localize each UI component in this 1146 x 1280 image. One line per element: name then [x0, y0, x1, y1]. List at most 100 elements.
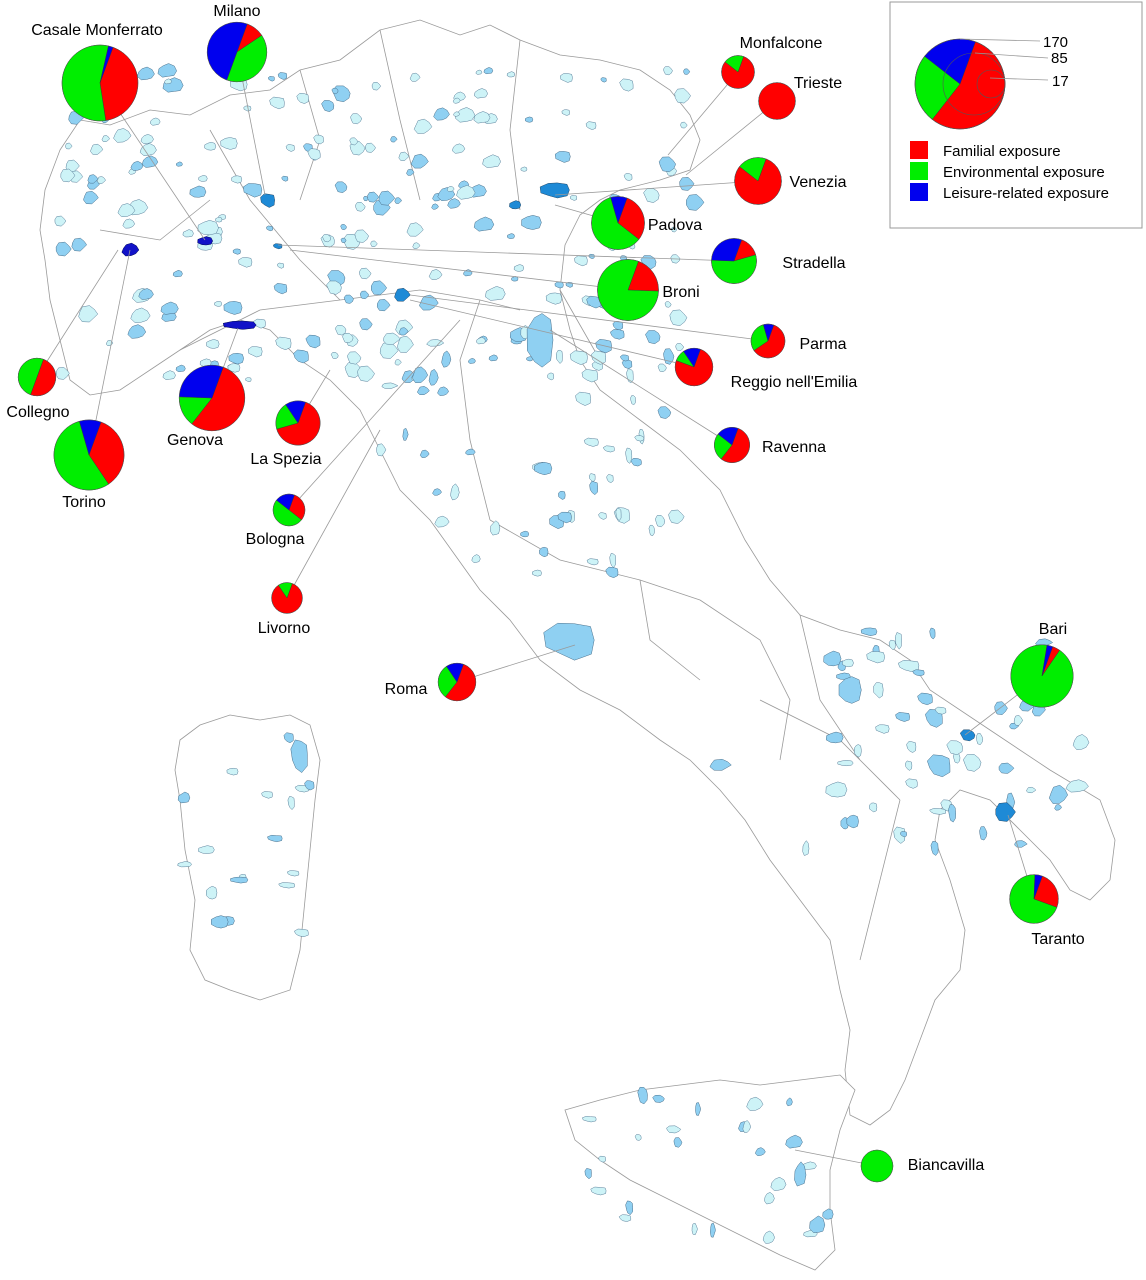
municipality [322, 234, 331, 243]
municipality [547, 372, 555, 381]
municipality [657, 406, 672, 419]
municipality-foggia [838, 676, 862, 704]
city-label-biancavilla: Biancavilla [908, 1157, 985, 1174]
municipality [452, 97, 461, 104]
municipality [83, 190, 99, 205]
municipality [340, 237, 347, 244]
municipality [137, 66, 155, 81]
municipality-padova [509, 200, 522, 210]
municipality [390, 136, 398, 143]
municipality [475, 69, 483, 75]
municipality [560, 73, 573, 83]
pie-venezia [734, 157, 782, 205]
municipality [917, 692, 933, 706]
municipality [266, 225, 274, 232]
legend-label-familial: Familial exposure [943, 143, 1061, 160]
municipality [139, 143, 157, 156]
municipality [615, 507, 622, 521]
municipality [893, 826, 906, 844]
municipality [625, 1200, 633, 1216]
municipality [357, 365, 375, 382]
municipality [691, 1223, 698, 1236]
scale-label-medium: 85 [1051, 50, 1068, 67]
municipality [226, 767, 239, 776]
municipality [618, 1214, 632, 1222]
municipality [214, 301, 222, 307]
municipality [172, 269, 183, 278]
municipality [412, 242, 421, 249]
municipality [520, 325, 529, 340]
municipality [413, 118, 433, 134]
pie-outline-livorno [271, 582, 303, 614]
municipality [140, 134, 154, 145]
municipality [934, 706, 947, 715]
municipality [342, 332, 354, 344]
municipality [60, 168, 76, 183]
municipality [359, 267, 372, 280]
municipality [87, 174, 99, 184]
pie-roma [437, 662, 477, 702]
municipality [630, 395, 636, 406]
municipality [468, 358, 476, 364]
municipality [307, 148, 321, 161]
municipality [394, 359, 402, 366]
pie-outline-monfalcone [721, 55, 755, 89]
pie-la-spezia [275, 400, 321, 446]
city-label-trieste: Trieste [794, 75, 842, 92]
pie-outline-collegno [17, 357, 57, 397]
municipality [130, 160, 144, 171]
municipality [581, 1116, 597, 1123]
municipality [409, 72, 421, 82]
pie-parma [750, 323, 786, 359]
municipality [402, 427, 409, 441]
city-label-milano: Milano [213, 3, 260, 20]
municipality [1026, 786, 1037, 794]
leader-broni [289, 249, 629, 291]
scale-leader-large [959, 38, 1041, 42]
municipality [253, 318, 266, 329]
municipality [243, 105, 252, 112]
municipality [569, 195, 578, 201]
municipality [869, 802, 878, 813]
municipality [625, 447, 633, 464]
pie-outline-bologna [272, 493, 306, 527]
pie-milano [206, 21, 268, 83]
municipality [600, 77, 607, 83]
municipality [602, 445, 615, 453]
municipality [141, 155, 159, 168]
municipality [285, 144, 295, 152]
municipality [296, 92, 309, 104]
municipality [755, 1147, 766, 1156]
municipality [447, 198, 461, 209]
municipality [149, 117, 161, 126]
municipality [138, 288, 154, 300]
municipality [842, 658, 854, 668]
municipality [406, 222, 424, 237]
municipality [520, 166, 528, 172]
city-label-torino: Torino [62, 494, 106, 511]
sicily [564, 1074, 856, 1271]
municipality-catania [794, 1161, 807, 1187]
city-label-genova: Genova [167, 432, 223, 449]
municipality [520, 530, 530, 538]
municipality [204, 141, 217, 151]
municipality [623, 173, 633, 181]
municipality [412, 366, 429, 383]
municipality [762, 1230, 775, 1244]
municipality [963, 754, 982, 772]
city-pies [17, 21, 1074, 1183]
municipality [397, 335, 414, 353]
pie-trieste [758, 82, 796, 120]
scale-leader-medium [974, 52, 1049, 59]
municipality [238, 257, 253, 268]
municipality [513, 264, 525, 272]
municipality [905, 760, 913, 771]
city-labels: Casale Monferrato Milano Monfalcone Trieste… [6, 3, 1084, 1174]
municipality [452, 143, 466, 154]
municipality [539, 546, 549, 558]
municipality [584, 1168, 592, 1180]
municipality-napoli [709, 758, 732, 771]
municipality [583, 437, 599, 447]
scale-leader-small [989, 77, 1049, 81]
